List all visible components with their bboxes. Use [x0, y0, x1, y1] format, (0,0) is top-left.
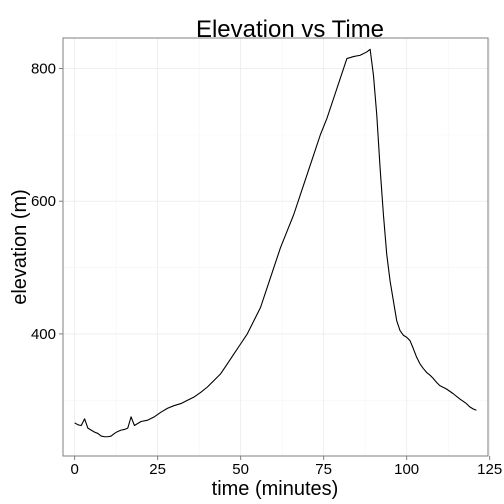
- y-axis-title: elevation (m): [9, 189, 31, 305]
- x-axis-ticks: 0 25 50 75 100 125: [70, 456, 502, 478]
- x-tick-label: 100: [394, 461, 419, 478]
- series-group: [74, 48, 477, 438]
- grid-major-lines: [63, 38, 491, 456]
- x-tick-label: 125: [477, 461, 502, 478]
- x-axis-title: time (minutes): [212, 478, 339, 500]
- y-axis-ticks: 400 600 800: [31, 61, 63, 343]
- panel-border: [62, 37, 489, 457]
- y-tick-label: 800: [31, 61, 56, 78]
- y-tick-label: 400: [31, 326, 56, 343]
- grid-minor-lines: [63, 38, 488, 456]
- x-tick-label: 50: [232, 461, 249, 478]
- x-tick-label: 75: [315, 461, 332, 478]
- elevation-line: [74, 48, 477, 438]
- y-tick-label: 600: [31, 193, 56, 210]
- x-tick-label: 0: [70, 461, 78, 478]
- chart-title: Elevation vs Time: [196, 16, 384, 43]
- x-tick-label: 25: [149, 461, 166, 478]
